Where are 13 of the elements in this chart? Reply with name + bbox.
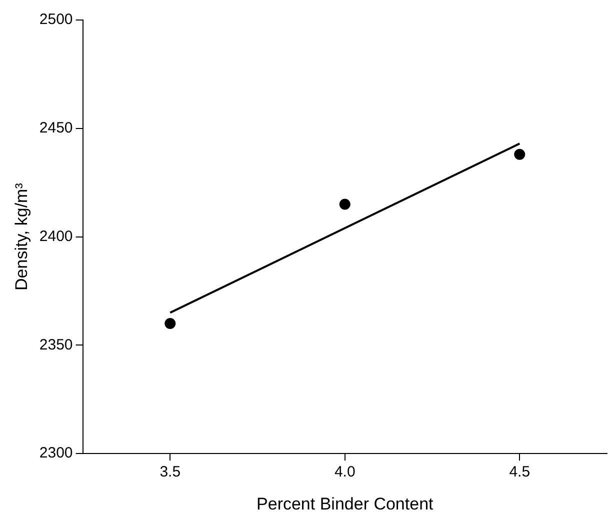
point (164, 318, 176, 330)
y-tick-label: 2500 (39, 11, 73, 28)
x-tick-label: 4.5 (509, 464, 530, 481)
point (514, 148, 526, 160)
x-tick-label: 3.5 (160, 464, 181, 481)
x-tick-label: 4.0 (334, 464, 356, 481)
y-axis-title: Density, kg/m³ (12, 182, 31, 290)
point (339, 198, 350, 210)
y-tick-label: 2350 (39, 336, 73, 354)
y-tick-label: 2400 (39, 228, 73, 245)
x-axis-title: Percent Binder Content (256, 494, 434, 514)
y-tick-label: 2450 (39, 120, 73, 137)
y-tick-label: 2300 (39, 444, 73, 462)
